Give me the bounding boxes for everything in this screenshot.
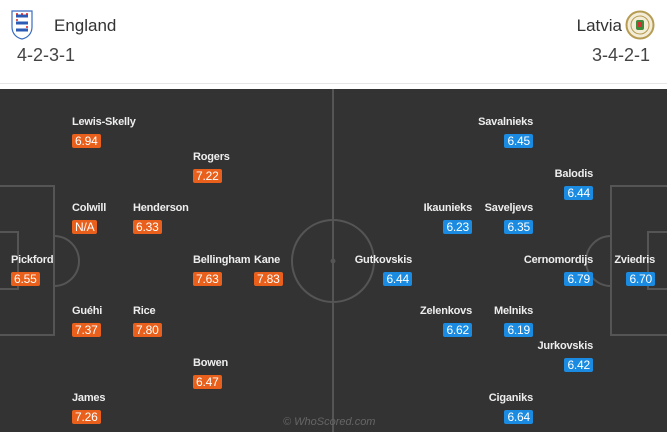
player-name: Ikaunieks xyxy=(423,202,473,214)
player-rating-badge: 6.33 xyxy=(133,220,162,234)
player-name: Gutkovskis xyxy=(354,254,413,266)
player-name: James xyxy=(72,392,106,404)
player-name: Jurkovskis xyxy=(537,340,594,352)
player-name: Ciganiks xyxy=(488,392,533,404)
player-name: Rogers xyxy=(193,151,230,163)
player-rating-badge: 6.35 xyxy=(504,220,533,234)
away-player[interactable]: Zelenkovs 6.62 xyxy=(420,305,472,337)
player-rating-badge: 6.23 xyxy=(443,220,472,234)
player-name: Bowen xyxy=(193,357,229,369)
home-player[interactable]: Rogers 7.22 xyxy=(193,151,230,183)
player-rating-badge: 7.63 xyxy=(193,272,222,286)
pitch: Lewis-Skelly 6.94 Rogers 7.22 Colwill N/A Hend… xyxy=(0,89,667,432)
away-player[interactable]: Zviedris 6.70 xyxy=(614,254,655,286)
away-player[interactable]: Gutkovskis 6.44 xyxy=(355,254,412,286)
home-player[interactable]: Rice 7.80 xyxy=(133,305,162,337)
away-team-name[interactable]: Latvia xyxy=(576,16,622,35)
player-name: Cernomordijs xyxy=(523,254,593,266)
home-team-name[interactable]: England xyxy=(54,16,117,35)
latvia-crest-icon xyxy=(625,10,655,40)
player-rating-badge: 6.94 xyxy=(72,134,101,148)
player-name: Melniks xyxy=(494,305,533,317)
away-player[interactable]: Jurkovskis 6.42 xyxy=(538,340,593,372)
player-name: Lewis-Skelly xyxy=(72,116,136,128)
player-name: Savalnieks xyxy=(478,116,533,128)
player-rating-badge: 6.45 xyxy=(504,134,533,148)
player-rating-badge: 7.83 xyxy=(254,272,283,286)
player-rating-badge: 7.37 xyxy=(72,323,101,337)
home-player[interactable]: Colwill N/A xyxy=(72,202,106,234)
away-player[interactable]: Saveljevs 6.35 xyxy=(485,202,533,234)
away-player[interactable]: Ciganiks 6.64 xyxy=(489,392,533,424)
player-rating-badge: 6.55 xyxy=(11,272,40,286)
player-rating-badge: N/A xyxy=(72,220,98,234)
player-rating-badge: 6.44 xyxy=(383,272,412,286)
home-player[interactable]: Bellingham 7.63 xyxy=(193,254,250,286)
player-rating-badge: 7.26 xyxy=(72,410,101,424)
away-player[interactable]: Melniks 6.19 xyxy=(494,305,533,337)
home-player[interactable]: Bowen 6.47 xyxy=(193,357,228,389)
player-rating-badge: 6.44 xyxy=(564,186,593,200)
home-player[interactable]: Henderson 6.33 xyxy=(133,202,189,234)
player-rating-badge: 7.80 xyxy=(133,323,162,337)
player-name: Rice xyxy=(133,305,156,317)
home-formation: 4-2-3-1 xyxy=(17,45,76,65)
player-rating-badge: 6.42 xyxy=(564,358,593,372)
home-player[interactable]: Guéhi 7.37 xyxy=(72,305,102,337)
player-rating-badge: 6.79 xyxy=(564,272,593,286)
away-player[interactable]: Balodis 6.44 xyxy=(555,168,593,200)
player-rating-badge: 6.47 xyxy=(193,375,222,389)
player-rating-badge: 6.70 xyxy=(626,272,655,286)
home-player[interactable]: Lewis-Skelly 6.94 xyxy=(72,116,136,148)
player-name: Bellingham xyxy=(193,254,251,266)
player-rating-badge: 7.22 xyxy=(193,169,222,183)
away-player[interactable]: Savalnieks 6.45 xyxy=(478,116,533,148)
player-name: Guéhi xyxy=(72,305,103,317)
player-name: Saveljevs xyxy=(484,202,534,214)
england-crest-icon xyxy=(11,10,33,40)
match-header: England 4-2-3-1 Latvia 3-4-2-1 xyxy=(0,0,667,84)
pitch-markings xyxy=(0,89,667,432)
away-formation: 3-4-2-1 xyxy=(591,45,650,65)
player-rating-badge: 6.62 xyxy=(443,323,472,337)
home-player[interactable]: Pickford 6.55 xyxy=(11,254,54,286)
player-name: Henderson xyxy=(133,202,189,214)
player-name: Balodis xyxy=(554,168,594,180)
home-player[interactable]: James 7.26 xyxy=(72,392,105,424)
away-player[interactable]: Ikaunieks 6.23 xyxy=(424,202,472,234)
player-name: Pickford xyxy=(11,254,54,266)
home-player[interactable]: Kane 7.83 xyxy=(254,254,283,286)
player-name: Kane xyxy=(254,254,281,266)
player-rating-badge: 6.19 xyxy=(504,323,533,337)
player-name: Zelenkovs xyxy=(419,305,472,317)
away-player[interactable]: Cernomordijs 6.79 xyxy=(524,254,593,286)
player-rating-badge: 6.64 xyxy=(504,410,533,424)
whoscored-watermark: © WhoScored.com xyxy=(283,416,376,428)
player-name: Zviedris xyxy=(614,254,655,266)
player-name: Colwill xyxy=(72,202,107,214)
